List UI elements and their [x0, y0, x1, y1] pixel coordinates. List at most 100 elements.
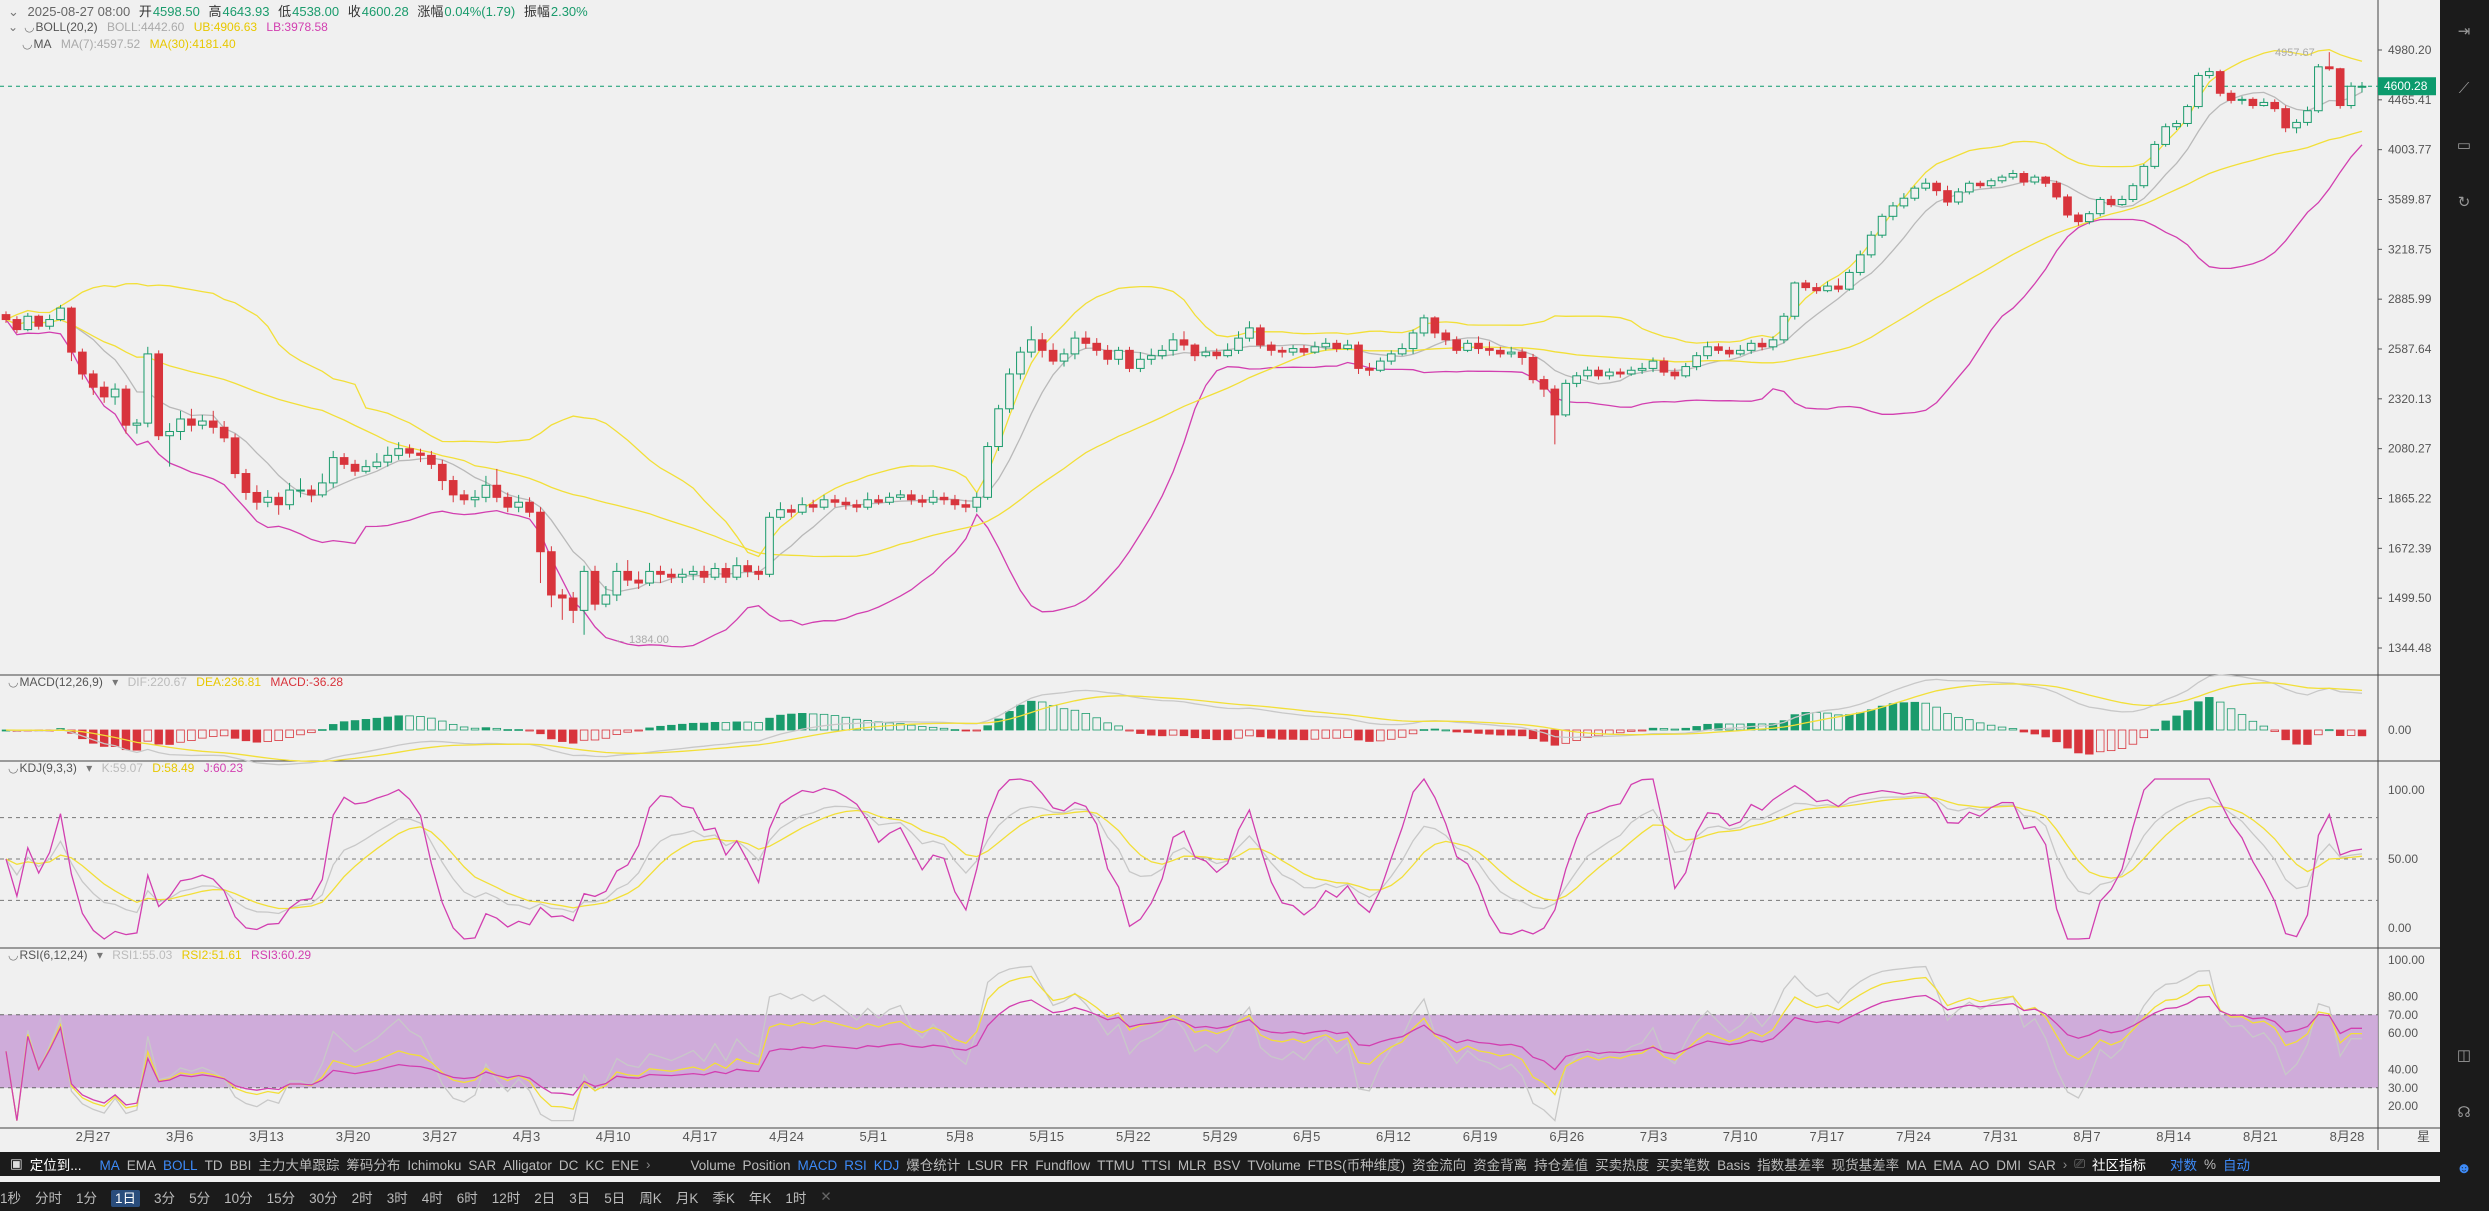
timeframe-10[interactable]: 3时: [386, 1190, 408, 1206]
timeframe-11[interactable]: 4时: [421, 1190, 443, 1206]
rsi-legend[interactable]: ◡RSI(6,12,24) ▾ RSI1:55.03 RSI2:51.61 RS…: [8, 948, 317, 962]
dropdown-icon[interactable]: ▾: [96, 948, 103, 962]
dropdown-icon[interactable]: ▾: [86, 761, 93, 775]
sub-indicator-10[interactable]: TTSI: [1141, 1158, 1171, 1173]
timeframe-3[interactable]: 1日: [111, 1189, 141, 1207]
edit-icon[interactable]: ⎚: [2074, 1156, 2086, 1171]
sub-indicator-22[interactable]: 现货基差率: [1831, 1158, 1900, 1173]
timeframe-16[interactable]: 5日: [604, 1190, 626, 1206]
timeframe-2[interactable]: 1分: [76, 1190, 98, 1206]
sub-indicator-15[interactable]: 资金流向: [1412, 1158, 1467, 1173]
timeframe-1[interactable]: 分时: [35, 1190, 63, 1206]
indicator-12[interactable]: ENE: [611, 1158, 639, 1173]
sub-indicator-1[interactable]: Position: [742, 1158, 791, 1173]
timeframe-7[interactable]: 15分: [266, 1190, 296, 1206]
timeframe-19[interactable]: 季K: [712, 1190, 735, 1206]
indicator-9[interactable]: Alligator: [503, 1158, 552, 1173]
indicator-10[interactable]: DC: [558, 1158, 579, 1173]
sub-indicator-24[interactable]: EMA: [1933, 1158, 1963, 1173]
auto-scale-button[interactable]: 自动: [2223, 1158, 2251, 1173]
indicator-7[interactable]: Ichimoku: [407, 1158, 462, 1173]
sub-indicator-4[interactable]: KDJ: [873, 1158, 900, 1173]
timeframe-6[interactable]: 10分: [224, 1190, 253, 1206]
indicator-6[interactable]: 筹码分布: [346, 1158, 401, 1173]
exit-icon[interactable]: ⇥: [2457, 23, 2471, 40]
sub-indicator-16[interactable]: 资金背离: [1473, 1158, 1528, 1173]
timeframe-21[interactable]: 1时: [785, 1190, 807, 1206]
kdj-legend[interactable]: ◡KDJ(9,3,3) ▾ K:59.07 D:58.49 J:60.23: [8, 761, 249, 775]
sub-indicator-20[interactable]: Basis: [1717, 1158, 1751, 1173]
sub-indicator-2[interactable]: MACD: [797, 1158, 838, 1173]
sub-indicator-13[interactable]: TVolume: [1247, 1158, 1301, 1173]
indicator-11[interactable]: KC: [585, 1158, 605, 1173]
macd-hist-bar: [798, 713, 807, 731]
layout-icon[interactable]: ◫: [2456, 1047, 2472, 1064]
sub-indicator-9[interactable]: TTMU: [1097, 1158, 1135, 1173]
sub-indicator-25[interactable]: AO: [1969, 1158, 1990, 1173]
indicator-3[interactable]: TD: [204, 1158, 223, 1173]
macd-legend[interactable]: ◡MACD(12,26,9) ▾ DIF:220.67 DEA:236.81 M…: [8, 675, 349, 689]
sub-indicator-21[interactable]: 指数基差率: [1757, 1158, 1825, 1173]
eye-icon[interactable]: ◡: [24, 20, 35, 34]
headset-icon[interactable]: ☊: [2457, 1104, 2471, 1121]
monitor-icon[interactable]: ▭: [2456, 137, 2472, 154]
community-indicator-button[interactable]: 社区指标: [2092, 1158, 2147, 1173]
chevron-right-icon[interactable]: ›: [2062, 1156, 2068, 1172]
timeframe-9[interactable]: 2时: [351, 1190, 373, 1206]
sub-indicator-3[interactable]: RSI: [844, 1158, 867, 1173]
eye-icon[interactable]: ◡: [22, 37, 33, 51]
collapse-icon[interactable]: ⌄: [8, 4, 19, 19]
timeframe-14[interactable]: 2日: [534, 1190, 556, 1206]
timeframe-17[interactable]: 周K: [639, 1190, 662, 1206]
assistant-icon[interactable]: ☻: [2456, 1160, 2472, 1177]
chart-line-icon[interactable]: ⟋: [2458, 80, 2470, 97]
locate-icon[interactable]: ▣: [10, 1156, 23, 1171]
timeframe-4[interactable]: 3分: [154, 1190, 176, 1206]
sub-indicator-18[interactable]: 买卖热度: [1595, 1158, 1650, 1173]
indicator-1[interactable]: EMA: [126, 1158, 157, 1173]
chevron-right-icon[interactable]: ›: [645, 1156, 651, 1172]
ma-legend[interactable]: ◡MA MA(7):4597.52 MA(30):4181.40: [22, 37, 242, 51]
sub-indicator-8[interactable]: Fundflow: [1035, 1158, 1091, 1173]
sub-indicator-19[interactable]: 买卖笔数: [1656, 1158, 1711, 1173]
eye-icon[interactable]: ◡: [8, 761, 19, 775]
sub-indicator-5[interactable]: 爆仓统计: [906, 1158, 961, 1173]
timeframe-5[interactable]: 5分: [189, 1190, 211, 1206]
log-scale-button[interactable]: 对数: [2170, 1158, 2198, 1173]
close-icon[interactable]: ✕: [820, 1188, 832, 1204]
sub-indicator-12[interactable]: BSV: [1213, 1158, 1241, 1173]
candle-body: [1997, 176, 2007, 182]
sub-indicator-11[interactable]: MLR: [1177, 1158, 1207, 1173]
indicator-2[interactable]: BOLL: [163, 1158, 198, 1173]
percent-scale-button[interactable]: %: [2204, 1156, 2217, 1172]
timeframe-18[interactable]: 月K: [675, 1190, 699, 1206]
collapse-icon[interactable]: ⌄: [8, 20, 19, 34]
timeframe-12[interactable]: 6时: [456, 1190, 478, 1206]
macd-hist-bar: [776, 714, 785, 731]
eye-icon[interactable]: ◡: [8, 675, 19, 689]
eye-icon[interactable]: ◡: [8, 948, 19, 962]
sub-indicator-6[interactable]: LSUR: [967, 1158, 1004, 1173]
timeframe-13[interactable]: 12时: [491, 1190, 521, 1206]
dropdown-icon[interactable]: ▾: [112, 675, 119, 689]
sub-indicator-7[interactable]: FR: [1010, 1158, 1029, 1173]
sub-indicator-23[interactable]: MA: [1906, 1158, 1927, 1173]
chart-area[interactable]: 4980.20 4465.41 4003.77 3589.87 3218.75 2885.…: [0, 0, 2440, 1150]
timeframe-0[interactable]: 1秒: [0, 1190, 22, 1206]
timeframe-20[interactable]: 年K: [748, 1190, 772, 1206]
locate-button[interactable]: 定位到...: [29, 1158, 82, 1173]
indicator-5[interactable]: 主力大单跟踪: [258, 1158, 340, 1173]
candle-body: [372, 461, 382, 468]
indicator-4[interactable]: BBI: [229, 1158, 252, 1173]
indicator-0[interactable]: MA: [99, 1158, 120, 1173]
boll-legend[interactable]: ⌄ ◡BOLL(20,2) BOLL:4442.60 UB:4906.63 LB:…: [8, 20, 334, 34]
indicator-8[interactable]: SAR: [468, 1158, 497, 1173]
refresh-icon[interactable]: ↻: [2457, 194, 2471, 211]
timeframe-8[interactable]: 30分: [309, 1190, 338, 1206]
timeframe-15[interactable]: 3日: [569, 1190, 591, 1206]
sub-indicator-26[interactable]: DMI: [1996, 1158, 2021, 1173]
sub-indicator-27[interactable]: SAR: [2027, 1158, 2056, 1173]
sub-indicator-17[interactable]: 持仓差值: [1534, 1158, 1589, 1173]
sub-indicator-14[interactable]: FTBS(币种维度): [1307, 1158, 1406, 1173]
sub-indicator-0[interactable]: Volume: [690, 1158, 736, 1173]
